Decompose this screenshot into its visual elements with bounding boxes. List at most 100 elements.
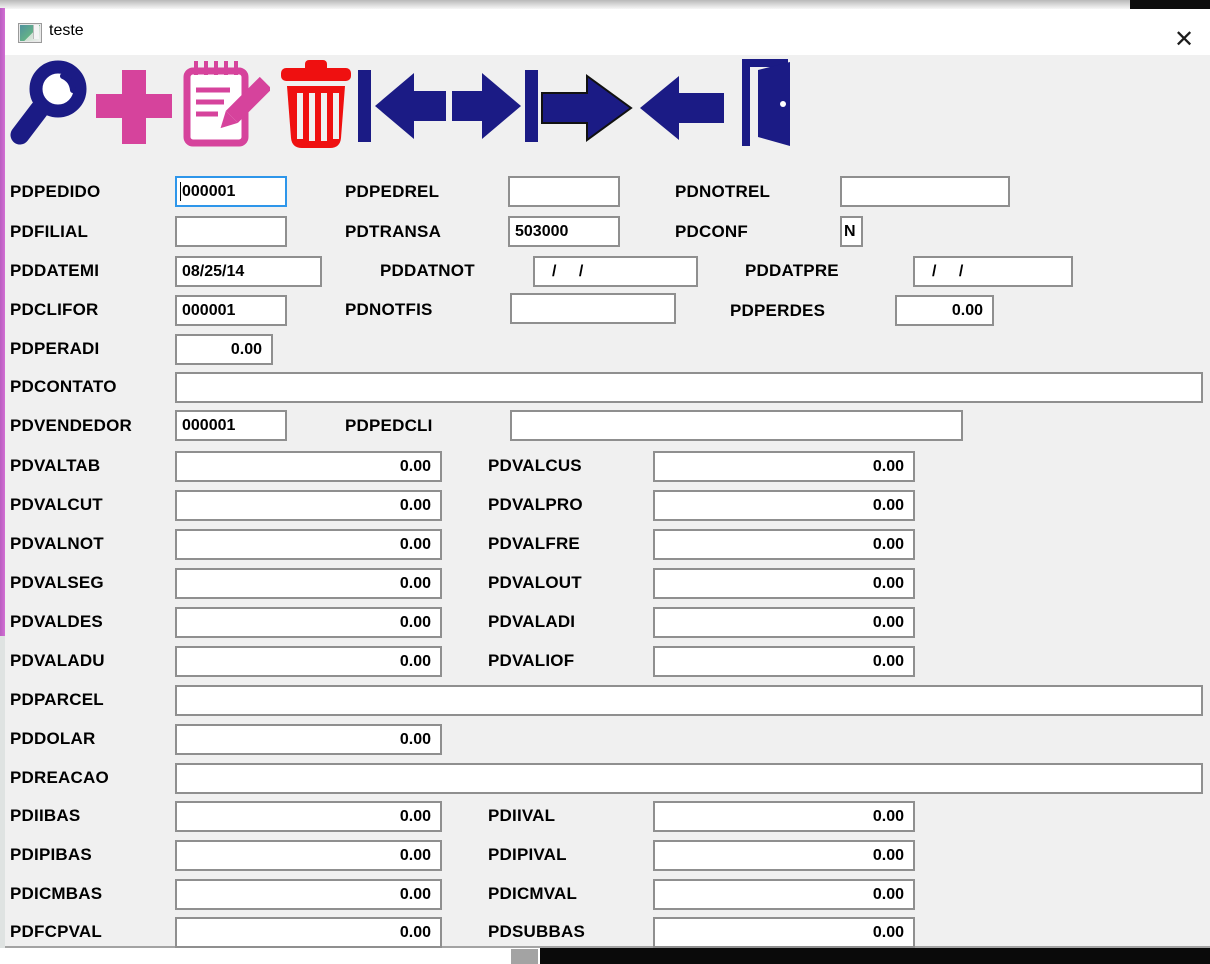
field-input-pdvaltab[interactable]: 0.00 xyxy=(175,451,442,482)
app-icon xyxy=(18,23,42,43)
field-label-pdpedrel: PDPEDREL xyxy=(345,182,440,201)
field-label-pdconf: PDCONF xyxy=(675,222,748,241)
field-label-pddolar: PDDOLAR xyxy=(10,729,96,748)
field-input-pdvalseg[interactable]: 0.00 xyxy=(175,568,442,599)
field-label-pdvalout: PDVALOUT xyxy=(488,573,582,592)
background-taskbar-fragment xyxy=(540,948,1210,964)
close-icon: ✕ xyxy=(1173,25,1195,53)
field-input-pddatemi[interactable]: 08/25/14 xyxy=(175,256,322,287)
field-input-pddatnot[interactable]: / / xyxy=(533,256,698,287)
field-label-pdvendedor: PDVENDEDOR xyxy=(10,416,132,435)
delete-button[interactable] xyxy=(278,60,354,148)
close-button[interactable]: ✕ xyxy=(1161,19,1207,59)
field-label-pdperadi: PDPERADI xyxy=(10,339,100,358)
first-record-icon xyxy=(358,70,446,142)
field-input-pdcontato[interactable] xyxy=(175,372,1203,403)
field-input-pdtransa[interactable]: 503000 xyxy=(508,216,620,247)
previous-record-button[interactable] xyxy=(638,74,726,142)
field-label-pdiibas: PDIIBAS xyxy=(10,806,81,825)
field-input-pdpedrel[interactable] xyxy=(508,176,620,207)
field-input-pdvalcus[interactable]: 0.00 xyxy=(653,451,915,482)
search-icon xyxy=(10,60,87,145)
field-label-pdvalfre: PDVALFRE xyxy=(488,534,580,553)
field-label-pdperdes: PDPERDES xyxy=(730,301,826,320)
field-input-pdvalout[interactable]: 0.00 xyxy=(653,568,915,599)
field-input-pdreacao[interactable] xyxy=(175,763,1203,794)
field-label-pddatnot: PDDATNOT xyxy=(380,261,475,280)
field-input-pdvaladi[interactable]: 0.00 xyxy=(653,607,915,638)
field-input-pdconf[interactable]: N xyxy=(840,216,863,247)
field-label-pdvalcus: PDVALCUS xyxy=(488,456,582,475)
field-label-pdreacao: PDREACAO xyxy=(10,768,109,787)
field-input-pdsubbas[interactable]: 0.00 xyxy=(653,917,915,948)
field-input-pdnotfis[interactable] xyxy=(510,293,676,324)
field-label-pdvalcut: PDVALCUT xyxy=(10,495,103,514)
field-input-pdvalnot[interactable]: 0.00 xyxy=(175,529,442,560)
field-label-pdvaliof: PDVALIOF xyxy=(488,651,575,670)
field-input-pdvalfre[interactable]: 0.00 xyxy=(653,529,915,560)
field-input-pddatpre[interactable]: / / xyxy=(913,256,1073,287)
field-input-pdperdes[interactable]: 0.00 xyxy=(895,295,994,326)
field-label-pdipival: PDIPIVAL xyxy=(488,845,567,864)
titlebar: teste ✕ xyxy=(5,9,1210,55)
field-label-pdpedido: PDPEDIDO xyxy=(10,182,101,201)
field-label-pdipibas: PDIPIBAS xyxy=(10,845,92,864)
field-input-pdiival[interactable]: 0.00 xyxy=(653,801,915,832)
field-label-pdpedcli: PDPEDCLI xyxy=(345,416,433,435)
field-label-pdvalseg: PDVALSEG xyxy=(10,573,104,592)
field-input-pdvendedor[interactable]: 000001 xyxy=(175,410,287,441)
field-input-pdpedcli[interactable] xyxy=(510,410,963,441)
add-button[interactable] xyxy=(94,68,174,146)
field-label-pdvaladi: PDVALADI xyxy=(488,612,576,631)
field-input-pdclifor[interactable]: 000001 xyxy=(175,295,287,326)
field-input-pdvaldes[interactable]: 0.00 xyxy=(175,607,442,638)
field-label-pdvaltab: PDVALTAB xyxy=(10,456,101,475)
last-record-button[interactable] xyxy=(450,70,540,142)
field-input-pdicmbas[interactable]: 0.00 xyxy=(175,879,442,910)
field-label-pdnotfis: PDNOTFIS xyxy=(345,300,433,319)
field-label-pdicmbas: PDICMBAS xyxy=(10,884,103,903)
field-input-pdvaliof[interactable]: 0.00 xyxy=(653,646,915,677)
field-input-pddolar[interactable]: 0.00 xyxy=(175,724,442,755)
search-button[interactable] xyxy=(8,60,92,150)
field-input-pdpedido[interactable]: 000001 xyxy=(175,176,287,207)
exit-door-icon xyxy=(742,59,790,146)
field-label-pdiival: PDIIVAL xyxy=(488,806,556,825)
field-input-pdicmval[interactable]: 0.00 xyxy=(653,879,915,910)
field-input-pdnotrel[interactable] xyxy=(840,176,1010,207)
exit-button[interactable] xyxy=(740,58,794,148)
field-input-pdvalcut[interactable]: 0.00 xyxy=(175,490,442,521)
field-input-pdvaladu[interactable]: 0.00 xyxy=(175,646,442,677)
window-title: teste xyxy=(49,22,84,39)
field-label-pdcontato: PDCONTATO xyxy=(10,377,117,396)
desktop-background xyxy=(1130,0,1210,11)
first-record-button[interactable] xyxy=(356,70,448,142)
add-icon xyxy=(96,70,172,144)
field-input-pdvalpro[interactable]: 0.00 xyxy=(653,490,915,521)
next-record-button[interactable] xyxy=(540,74,634,142)
field-input-pdipival[interactable]: 0.00 xyxy=(653,840,915,871)
next-record-icon xyxy=(541,74,633,142)
field-label-pdtransa: PDTRANSA xyxy=(345,222,442,241)
field-input-pdipibas[interactable]: 0.00 xyxy=(175,840,442,871)
field-label-pdvaladu: PDVALADU xyxy=(10,651,105,670)
field-input-pdfilial[interactable] xyxy=(175,216,287,247)
background-fragment xyxy=(511,949,538,964)
left-window-edge xyxy=(0,8,5,636)
field-label-pdsubbas: PDSUBBAS xyxy=(488,922,586,941)
left-window-edge-lower xyxy=(0,636,5,948)
field-label-pdvaldes: PDVALDES xyxy=(10,612,103,631)
field-label-pddatpre: PDDATPRE xyxy=(745,261,839,280)
field-label-pdvalpro: PDVALPRO xyxy=(488,495,583,514)
field-label-pdnotrel: PDNOTREL xyxy=(675,182,771,201)
field-input-pdparcel[interactable] xyxy=(175,685,1203,716)
field-input-pdiibas[interactable]: 0.00 xyxy=(175,801,442,832)
previous-record-icon xyxy=(640,76,724,140)
field-label-pdclifor: PDCLIFOR xyxy=(10,300,99,319)
field-input-pdperadi[interactable]: 0.00 xyxy=(175,334,273,365)
field-label-pdvalnot: PDVALNOT xyxy=(10,534,104,553)
delete-icon xyxy=(281,60,351,148)
field-input-pdfcpval[interactable]: 0.00 xyxy=(175,917,442,948)
edit-button[interactable] xyxy=(178,58,270,150)
